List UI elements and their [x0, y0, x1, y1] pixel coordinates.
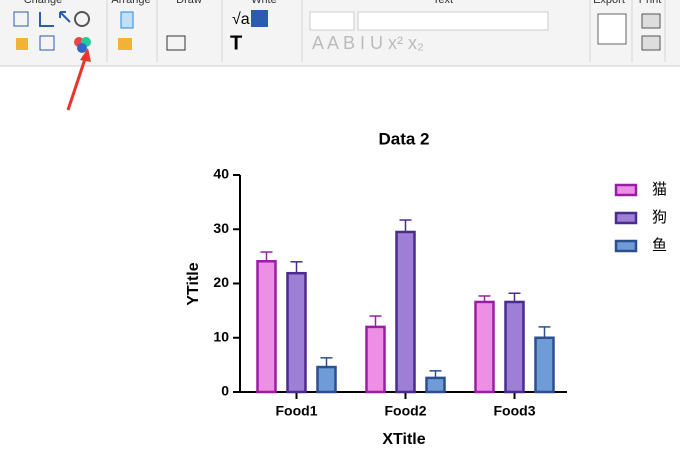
group-label: Export	[593, 0, 625, 6]
legend-swatch	[614, 239, 638, 253]
arrow	[66, 55, 88, 111]
legend-swatch	[614, 183, 638, 197]
y-tick-label: 10	[213, 328, 229, 344]
icon[interactable]: √a	[232, 11, 250, 28]
icon[interactable]	[39, 35, 55, 51]
icon[interactable]	[251, 10, 268, 27]
group-label: Change	[24, 0, 63, 6]
legend-label: 鱼	[652, 236, 667, 254]
icon[interactable]	[118, 38, 132, 50]
legend-label: 狗	[652, 209, 667, 226]
bar	[504, 300, 525, 394]
group-label: Write	[251, 0, 276, 6]
group-label: Arrange	[111, 0, 150, 6]
icon[interactable]	[166, 35, 186, 51]
bar	[316, 365, 337, 394]
y-axis-title: YTitle	[185, 262, 202, 305]
x-tick-label: Food3	[494, 403, 536, 419]
separators	[106, 0, 666, 62]
group-label: Draw	[176, 0, 202, 6]
icon[interactable]	[74, 11, 90, 27]
y-tick-label: 0	[221, 383, 229, 399]
bar	[365, 325, 386, 394]
y-tick-label: 20	[213, 274, 229, 290]
icon[interactable]	[39, 12, 54, 27]
icon[interactable]	[641, 13, 661, 29]
font-box[interactable]	[309, 11, 355, 31]
icon[interactable]	[13, 11, 29, 27]
y-tick-label: 30	[213, 220, 229, 236]
icon[interactable]: T	[230, 32, 242, 54]
icon[interactable]	[597, 13, 627, 45]
size-box[interactable]	[357, 11, 549, 31]
icon[interactable]	[77, 43, 87, 53]
group-label: Print	[639, 0, 662, 6]
icon[interactable]	[120, 11, 134, 29]
bar	[256, 260, 277, 394]
icon[interactable]	[16, 38, 28, 50]
arrow-head	[80, 48, 91, 62]
x-tick-label: Food1	[276, 403, 318, 419]
legend-swatch	[614, 211, 638, 225]
legend-label: 猫	[652, 181, 667, 198]
y-tick-label: 40	[213, 166, 229, 182]
group-label: Text	[433, 0, 453, 6]
bar	[425, 376, 446, 394]
icons: √a T A A B I U x² x₂	[13, 10, 661, 54]
toolbar	[0, 0, 680, 66]
icon[interactable]: A A B I U x² x₂	[312, 33, 424, 53]
bar	[395, 230, 416, 394]
bar	[534, 336, 555, 394]
chart-title: Data 2	[378, 129, 429, 148]
icon[interactable]	[59, 11, 71, 23]
bar	[286, 271, 307, 394]
x-axis-title: XTitle	[382, 431, 425, 448]
icon[interactable]	[641, 35, 661, 51]
x-tick-label: Food2	[385, 403, 427, 419]
bar	[474, 300, 495, 394]
